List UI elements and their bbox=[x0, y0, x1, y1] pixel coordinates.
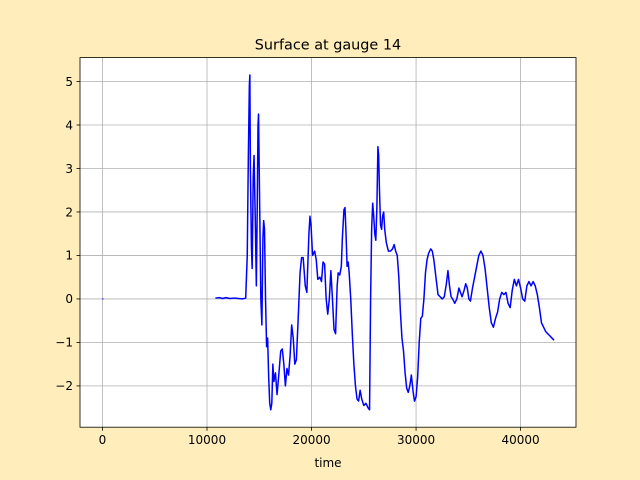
y-tick-label: 4 bbox=[65, 118, 73, 132]
x-axis-label: time bbox=[314, 456, 341, 470]
y-tick-label: 3 bbox=[65, 162, 73, 176]
x-tick-label: 40000 bbox=[502, 433, 540, 447]
x-tick-label: 30000 bbox=[397, 433, 435, 447]
y-tick-label: −2 bbox=[55, 379, 73, 393]
series-line-segment bbox=[215, 74, 555, 411]
y-tick-label: −1 bbox=[55, 336, 73, 350]
y-tick-label: 5 bbox=[65, 75, 73, 89]
y-tick-label: 1 bbox=[65, 249, 73, 263]
x-tick-label: 0 bbox=[99, 433, 107, 447]
y-tick-label: 0 bbox=[65, 292, 73, 306]
plot-frame bbox=[79, 57, 577, 428]
y-tick-label: 2 bbox=[65, 205, 73, 219]
tick-group: 0 10000 20000 30000 40000 −2 −1 0 1 2 3 4 5 bbox=[55, 75, 539, 447]
x-tick-label: 20000 bbox=[292, 433, 330, 447]
chart-title: Surface at gauge 14 bbox=[255, 38, 401, 54]
x-tick-label: 10000 bbox=[188, 433, 226, 447]
series-group bbox=[102, 74, 555, 411]
plot-area bbox=[80, 57, 576, 428]
